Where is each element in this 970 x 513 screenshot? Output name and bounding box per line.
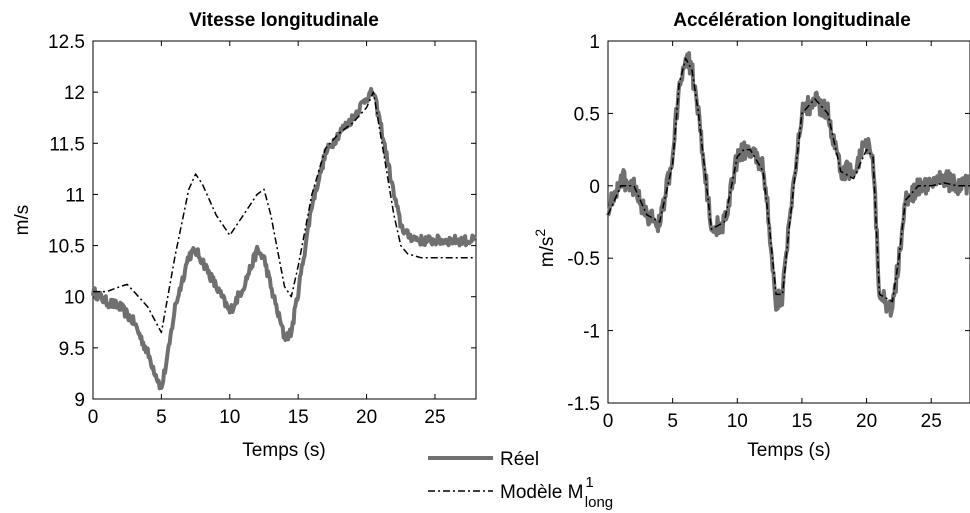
y-axis-label-left: m/s: [12, 205, 33, 236]
plot-frame-right: [607, 40, 970, 404]
y-tick-label: -0.5: [567, 249, 600, 270]
chart-right: Accélération longitudinale Temps (s) m/s…: [532, 10, 970, 461]
y-tick-label: 0.5: [574, 104, 600, 125]
legend-label-modele-sub: long: [585, 494, 613, 511]
x-tick-label: 10: [219, 407, 240, 428]
x-tick-label: 25: [921, 411, 942, 432]
legend-label-modele-base: Modèle M: [500, 482, 583, 503]
chart-left: Vitesse longitudinale Temps (s) m/s 0 5 10…: [12, 10, 478, 461]
y-tick-label: 10.5: [48, 237, 85, 258]
y-tick-label: 0: [589, 177, 600, 198]
y-tick-label: 11: [65, 185, 85, 206]
x-ticks-right: 0 5 10 15 20 25: [603, 41, 942, 432]
x-ticks-left: 0 5 10 15 20 25: [88, 41, 446, 428]
plot-frame-left: [92, 40, 477, 400]
y-tick-label: 1: [589, 32, 600, 53]
x-tick-label: 0: [88, 407, 99, 428]
y-tick-label: 12.5: [48, 32, 85, 53]
y-tick-label: 9: [74, 390, 85, 411]
y-tick-label: -1: [583, 322, 600, 343]
y-axis-label-right-exp: 2: [532, 229, 548, 237]
legend: Réel Modèle M 1 long: [428, 449, 613, 511]
legend-label-modele: Modèle M 1 long: [500, 474, 613, 511]
y-ticks-right: -1.5 -1 -0.5 0 0.5 1: [567, 32, 970, 415]
chart-title-right: Accélération longitudinale: [673, 10, 911, 31]
series-line-modele: [607, 57, 970, 303]
series-group-left: [91, 86, 478, 391]
chart-title-left: Vitesse longitudinale: [189, 10, 379, 31]
x-tick-label: 15: [288, 407, 309, 428]
y-tick-label: 12: [64, 83, 85, 104]
x-tick-label: 10: [727, 411, 748, 432]
x-tick-label: 25: [424, 407, 445, 428]
y-tick-label: 9.5: [59, 339, 85, 360]
y-axis-label-right: m/s2: [532, 229, 558, 268]
x-tick-label: 20: [356, 407, 377, 428]
x-axis-label-left: Temps (s): [242, 440, 325, 461]
series-line-reel: [91, 86, 478, 391]
series-group-right: [606, 51, 970, 318]
series-line-modele: [93, 91, 476, 334]
x-axis-label-right: Temps (s): [747, 440, 830, 461]
x-tick-label: 15: [791, 411, 812, 432]
x-tick-label: 0: [603, 411, 614, 432]
legend-label-modele-sup: 1: [585, 474, 593, 491]
series-line-reel: [606, 51, 970, 318]
x-tick-label: 5: [667, 411, 678, 432]
legend-label-reel: Réel: [500, 449, 539, 470]
x-tick-label: 20: [856, 411, 877, 432]
x-tick-label: 5: [156, 407, 167, 428]
y-tick-label: 10: [64, 288, 85, 309]
y-tick-label: 11.5: [49, 134, 85, 155]
y-axis-label-right-base: m/s: [537, 237, 558, 268]
y-tick-label: -1.5: [567, 394, 600, 415]
y-ticks-left: 9 9.5 10 10.5 11 11.5 12 12.5: [48, 32, 476, 411]
